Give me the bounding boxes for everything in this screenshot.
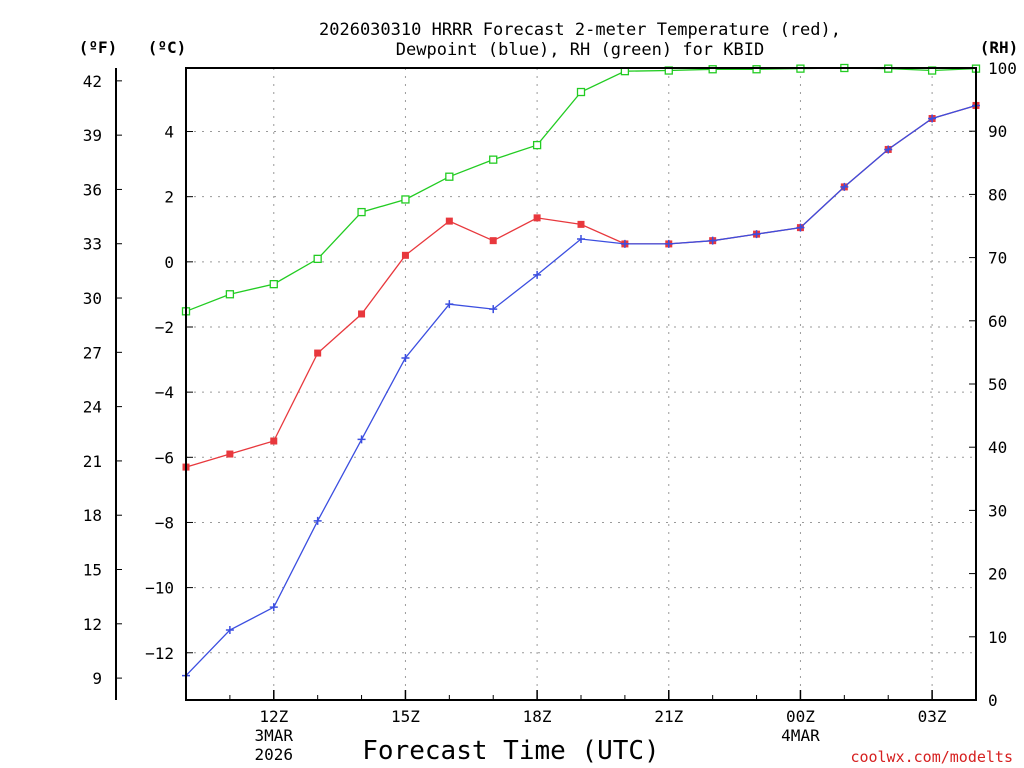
temperature-point <box>358 310 366 318</box>
dewpoint-point <box>445 300 454 309</box>
rh-point <box>752 65 761 74</box>
temperature-point <box>445 217 453 225</box>
rh-tick-label: 0 <box>988 691 998 710</box>
rh-point <box>708 65 717 74</box>
fahrenheit-tick-label: 18 <box>83 506 102 525</box>
gridlines <box>186 68 976 700</box>
rh-point <box>401 195 410 204</box>
rh-point <box>489 155 498 164</box>
rh-tick-label: 80 <box>988 185 1007 204</box>
temperature-point <box>226 450 234 458</box>
x-tick-label: 3MAR <box>255 726 294 745</box>
fahrenheit-tick-label: 39 <box>83 126 102 145</box>
fahrenheit-tick-label: 33 <box>83 235 102 254</box>
celsius-tick-label: −10 <box>145 579 174 598</box>
fahrenheit-tick-label: 24 <box>83 398 102 417</box>
rh-point <box>225 290 235 299</box>
x-tick-label: 18Z <box>523 707 552 726</box>
rh-unit-label: (RH) <box>980 38 1019 57</box>
temperature-point <box>577 220 585 228</box>
temperature-point <box>533 214 541 222</box>
chart-title-line1: 2026030310 HRRR Forecast 2-meter Tempera… <box>319 20 841 40</box>
x-tick-label: 2026 <box>255 745 294 764</box>
dewpoint-point <box>357 435 366 444</box>
rh-point <box>357 207 366 217</box>
x-tick-label: 03Z <box>918 707 947 726</box>
fahrenheit-tick-label: 21 <box>83 452 102 471</box>
celsius-tick-label: 4 <box>164 123 174 142</box>
series-relative-humidity <box>181 63 981 316</box>
fahrenheit-tick-label: 15 <box>83 561 102 580</box>
rh-tick-label: 90 <box>988 122 1007 141</box>
dewpoint-point <box>928 114 937 123</box>
x-tick-label: 00Z <box>786 707 815 726</box>
rh-point <box>576 87 586 97</box>
dewpoint-point <box>620 239 629 248</box>
rh-point <box>269 279 278 289</box>
series-2-meter-temperature <box>182 101 980 471</box>
dewpoint-point <box>313 516 322 525</box>
dewpoint-point <box>269 603 278 612</box>
rh-tick-label: 70 <box>988 249 1007 268</box>
series-dewpoint <box>182 101 980 680</box>
rh-tick-label: 100 <box>988 59 1017 78</box>
fahrenheit-tick-label: 36 <box>83 180 102 199</box>
dewpoint-point <box>840 182 849 191</box>
rh-tick-label: 50 <box>988 375 1007 394</box>
rh-tick-label: 10 <box>988 628 1007 647</box>
dewpoint-point <box>796 223 805 232</box>
dewpoint-point <box>225 625 234 634</box>
temperature-point <box>489 237 497 245</box>
rh-point <box>445 172 454 181</box>
x-tick-label: 12Z <box>259 707 288 726</box>
dewpoint-point <box>533 270 542 279</box>
series-line <box>185 104 977 468</box>
rh-tick-label: 20 <box>988 565 1007 584</box>
dewpoint-point <box>577 235 585 244</box>
x-tick-label: 15Z <box>391 707 420 726</box>
celsius-tick-label: −6 <box>155 448 174 467</box>
celsius-tick-label: −2 <box>155 318 174 337</box>
temperature-point <box>401 251 409 259</box>
credit-link[interactable]: coolwx.com/modelts <box>850 748 1013 766</box>
dewpoint-point <box>489 305 498 314</box>
fahrenheit-tick-label: 12 <box>83 615 102 634</box>
dewpoint-point <box>752 230 761 239</box>
axes: 91215182124273033363942−12−10−8−6−4−2024… <box>83 59 1017 764</box>
dewpoint-point <box>884 145 893 154</box>
celsius-tick-label: −8 <box>155 513 174 532</box>
temperature-point <box>314 349 322 357</box>
rh-tick-label: 40 <box>988 438 1007 457</box>
chart-title-line2: Dewpoint (blue), RH (green) for KBID <box>396 40 764 60</box>
rh-point <box>532 140 542 150</box>
temperature-point <box>270 437 278 445</box>
dewpoint-point <box>708 236 717 245</box>
x-tick-label: 21Z <box>654 707 683 726</box>
celsius-unit-label: (ºC) <box>148 38 187 57</box>
data-series <box>181 63 981 680</box>
fahrenheit-tick-label: 27 <box>83 343 102 362</box>
celsius-tick-label: 2 <box>164 188 174 207</box>
celsius-tick-label: 0 <box>164 253 174 272</box>
series-line <box>185 67 977 312</box>
celsius-tick-label: −12 <box>145 644 174 663</box>
series-line <box>185 104 977 677</box>
fahrenheit-unit-label: (ºF) <box>79 38 118 57</box>
rh-point <box>313 254 322 264</box>
x-axis-label: Forecast Time (UTC) <box>362 736 659 766</box>
dewpoint-point <box>401 353 410 362</box>
plot-frame <box>185 67 977 701</box>
rh-tick-label: 60 <box>988 312 1007 331</box>
celsius-tick-label: −4 <box>155 383 174 402</box>
fahrenheit-tick-label: 9 <box>92 669 102 688</box>
fahrenheit-tick-label: 42 <box>83 72 102 91</box>
x-tick-label: 4MAR <box>781 726 820 745</box>
dewpoint-point <box>664 239 673 248</box>
fahrenheit-tick-label: 30 <box>83 289 102 308</box>
rh-tick-label: 30 <box>988 501 1007 520</box>
